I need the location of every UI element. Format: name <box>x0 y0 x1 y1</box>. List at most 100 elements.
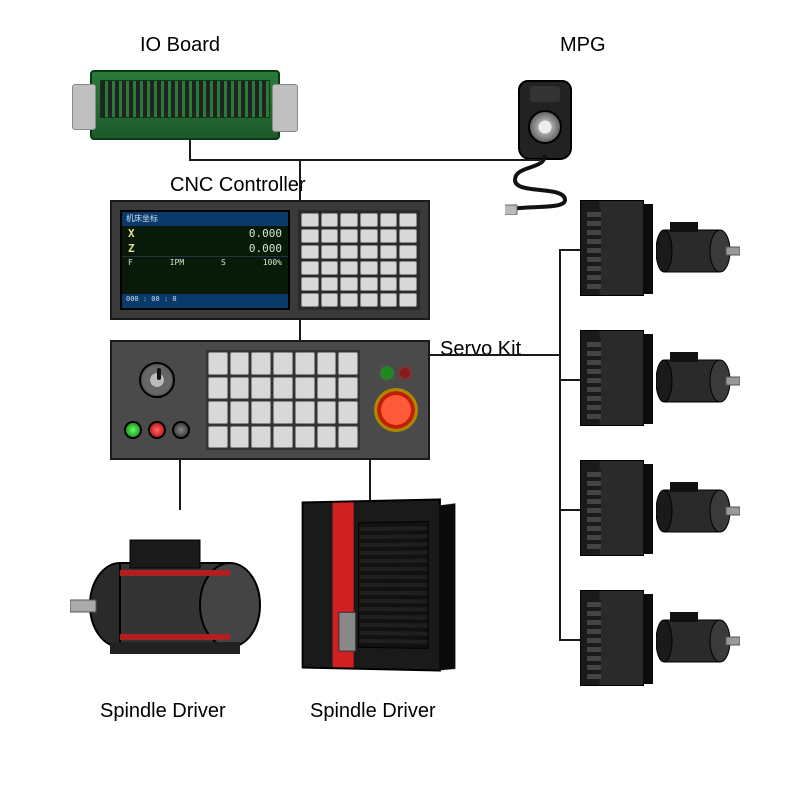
cnc-key <box>380 213 398 227</box>
cnc-key <box>340 277 358 291</box>
feed-override-knob <box>139 362 175 398</box>
feed-f-val: IPM <box>170 258 184 267</box>
mode-button <box>172 421 190 439</box>
mpg-pendant <box>500 60 590 180</box>
servo-kit-unit <box>580 200 750 300</box>
cnc-key <box>399 245 417 259</box>
cnc-display-header: 机床坐标 <box>122 212 288 226</box>
mpg-label: MPG <box>560 34 606 57</box>
servo-motor <box>656 612 740 670</box>
op-key <box>273 377 293 400</box>
axis-z-label: Z <box>128 242 135 255</box>
axis-row: X 0.000 <box>122 226 288 241</box>
feed-row: F IPM S 100% <box>122 256 288 268</box>
power-on-led <box>382 368 392 378</box>
emergency-stop-button <box>374 388 418 432</box>
cycle-start-button <box>124 421 142 439</box>
servo-driver <box>580 460 644 556</box>
cnc-key <box>399 293 417 307</box>
op-key <box>295 401 315 424</box>
cnc-key <box>360 229 378 243</box>
spindle-motor <box>70 510 280 660</box>
cnc-key <box>360 261 378 275</box>
op-keypad <box>206 350 360 450</box>
op-key <box>251 377 271 400</box>
cnc-key <box>321 293 339 307</box>
op-key <box>273 401 293 424</box>
axis-x-label: X <box>128 227 135 240</box>
servo-driver <box>580 330 644 426</box>
op-key <box>273 352 293 375</box>
cnc-key <box>380 229 398 243</box>
cnc-key <box>321 213 339 227</box>
op-key <box>273 426 293 449</box>
cnc-key <box>340 293 358 307</box>
cnc-key <box>399 229 417 243</box>
cnc-key <box>380 293 398 307</box>
cnc-key <box>340 261 358 275</box>
cnc-key <box>301 229 319 243</box>
spindle-motor-label: Spindle Driver <box>100 700 226 723</box>
servo-motor <box>656 352 740 410</box>
op-key <box>208 377 228 400</box>
servo-kit-unit <box>580 330 750 430</box>
servo-driver <box>580 200 644 296</box>
op-key <box>295 426 315 449</box>
cnc-key <box>380 277 398 291</box>
mpg-handwheel <box>528 110 562 144</box>
cnc-key <box>321 229 339 243</box>
cnc-key <box>301 277 319 291</box>
cycle-buttons <box>124 421 190 439</box>
cnc-display: 机床坐标 X 0.000 Z 0.000 F IPM S 100% 000 : … <box>120 210 290 310</box>
feed-f: F <box>128 258 133 267</box>
servo-kit-unit <box>580 460 750 560</box>
op-key <box>251 352 271 375</box>
cnc-key <box>360 293 378 307</box>
cnc-key <box>340 229 358 243</box>
cnc-key <box>301 245 319 259</box>
mpg-selector <box>530 86 560 102</box>
cnc-key <box>360 245 378 259</box>
cycle-stop-button <box>148 421 166 439</box>
io-connector-left <box>72 84 96 130</box>
cnc-keypad <box>298 210 420 310</box>
cnc-key <box>301 213 319 227</box>
cnc-key <box>380 261 398 275</box>
op-key <box>251 401 271 424</box>
cnc-key <box>399 261 417 275</box>
op-key <box>230 377 250 400</box>
feed-s-val: 100% <box>263 258 282 267</box>
servo-motor <box>656 482 740 540</box>
op-key <box>317 426 337 449</box>
spindle-driver-box <box>302 498 441 671</box>
op-key <box>230 426 250 449</box>
op-key <box>317 352 337 375</box>
spindle-driver-ports <box>338 612 356 652</box>
cnc-key <box>399 213 417 227</box>
cnc-display-footer: 000 : 00 : 0 <box>122 294 288 308</box>
op-key <box>338 352 358 375</box>
operator-panel <box>110 340 430 460</box>
op-key <box>317 377 337 400</box>
cnc-key <box>301 261 319 275</box>
mpg-cable-icon <box>505 155 585 215</box>
cnc-key <box>321 261 339 275</box>
io-board-label: IO Board <box>140 34 220 57</box>
cnc-key <box>380 245 398 259</box>
op-key <box>230 401 250 424</box>
op-key <box>230 352 250 375</box>
io-board <box>90 70 280 140</box>
servo-kit-label: Servo Kit <box>440 338 521 361</box>
op-key <box>208 352 228 375</box>
cnc-key <box>321 277 339 291</box>
cnc-controller-panel: 机床坐标 X 0.000 Z 0.000 F IPM S 100% 000 : … <box>110 200 430 320</box>
spindle-box-label: Spindle Driver <box>310 700 436 723</box>
axis-row: Z 0.000 <box>122 241 288 256</box>
feed-s: S <box>221 258 226 267</box>
cnc-key <box>360 213 378 227</box>
axis-x-value: 0.000 <box>249 227 282 240</box>
op-key <box>338 401 358 424</box>
servo-motor <box>656 222 740 280</box>
cnc-key <box>399 277 417 291</box>
op-key <box>208 426 228 449</box>
